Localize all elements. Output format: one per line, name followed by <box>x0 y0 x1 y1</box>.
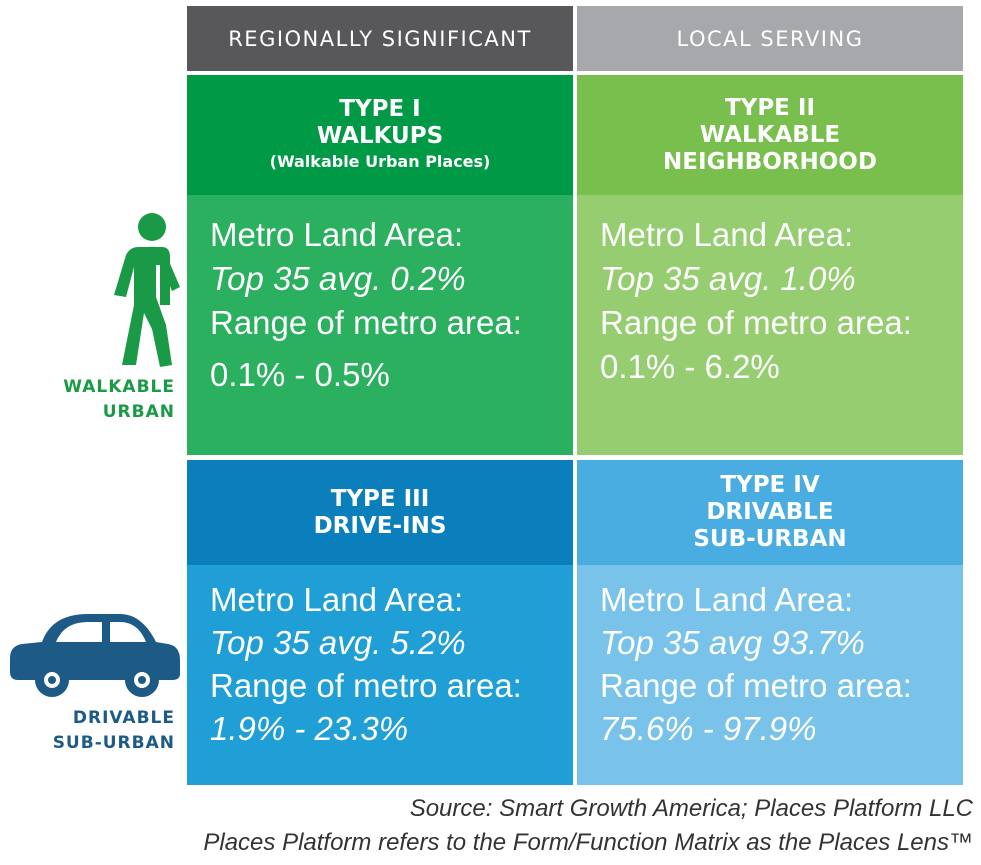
type4-body: Metro Land Area: Top 35 avg 93.7% Range … <box>577 565 963 785</box>
type4-metro-label: Metro Land Area: <box>600 581 854 618</box>
type4-range: 75.6% - 97.9% <box>600 710 817 747</box>
type2-avg: Top 35 avg. 1.0% <box>600 260 856 297</box>
type1-range: 0.1% - 0.5% <box>210 356 390 393</box>
type1-header: TYPE I WALKUPS (Walkable Urban Places) <box>187 75 573 195</box>
column-header-regional-label: REGIONALLY SIGNIFICANT <box>228 26 532 51</box>
row-label-walkable-urban: WALKABLE URBAN <box>20 375 175 425</box>
type1-body: Metro Land Area: Top 35 avg. 0.2% Range … <box>187 195 573 455</box>
type3-title-line1: TYPE III <box>330 485 430 512</box>
walkable-label-line1: WALKABLE <box>63 377 175 397</box>
type3-header: TYPE III DRIVE-INS <box>187 460 573 565</box>
source-text-1: Source: Smart Growth America; Places Pla… <box>409 795 973 822</box>
type2-title-line1: TYPE II <box>724 94 816 121</box>
type2-range-label: Range of metro area: <box>600 304 912 341</box>
type4-avg: Top 35 avg 93.7% <box>600 624 865 661</box>
type4-header: TYPE IV DRIVABLE SUB-URBAN <box>577 460 963 565</box>
type3-avg: Top 35 avg. 5.2% <box>210 624 466 661</box>
type3-range-label: Range of metro area: <box>210 667 522 704</box>
walkable-label-line2: URBAN <box>102 402 175 422</box>
type3-range: 1.9% - 23.3% <box>210 710 409 747</box>
type3-title-line2: DRIVE-INS <box>313 512 447 539</box>
column-header-local-serving: LOCAL SERVING <box>577 6 963 71</box>
type4-title-line3: SUB-URBAN <box>693 526 847 552</box>
type4-range-label: Range of metro area: <box>600 667 912 704</box>
row-label-drivable-suburban: DRIVABLE SUB-URBAN <box>20 706 175 756</box>
type4-title-line2: DRIVABLE <box>706 499 834 525</box>
car-icon <box>10 614 180 697</box>
source-line-2: Places Platform refers to the Form/Funct… <box>13 829 973 857</box>
type1-title-line2: WALKUPS <box>316 123 444 149</box>
type2-body: Metro Land Area: Top 35 avg. 1.0% Range … <box>577 195 963 455</box>
type4-title-line1: TYPE IV <box>720 472 820 498</box>
type3-metro-label: Metro Land Area: <box>210 581 464 618</box>
type2-title-line2: WALKABLE <box>699 121 841 148</box>
column-header-regionally-significant: REGIONALLY SIGNIFICANT <box>187 6 573 71</box>
type1-subtitle: (Walkable Urban Places) <box>269 152 491 171</box>
type2-header: TYPE II WALKABLE NEIGHBORHOOD <box>577 75 963 195</box>
source-text-2: Places Platform refers to the Form/Funct… <box>203 829 973 856</box>
type2-title-line3: NEIGHBORHOOD <box>663 148 877 175</box>
drivable-label-line1: DRIVABLE <box>72 708 175 728</box>
type3-body: Metro Land Area: Top 35 avg. 5.2% Range … <box>187 565 573 785</box>
type2-metro-label: Metro Land Area: <box>600 216 854 253</box>
source-line-1: Source: Smart Growth America; Places Pla… <box>73 795 973 823</box>
type1-range-label: Range of metro area: <box>210 304 522 341</box>
type1-metro-label: Metro Land Area: <box>210 216 464 253</box>
column-header-local-label: LOCAL SERVING <box>676 26 864 51</box>
type1-avg: Top 35 avg. 0.2% <box>210 260 466 297</box>
walking-person-icon <box>114 213 180 367</box>
type2-range: 0.1% - 6.2% <box>600 348 780 385</box>
drivable-label-line2: SUB-URBAN <box>52 733 175 753</box>
type1-title-line1: TYPE I <box>339 96 421 122</box>
